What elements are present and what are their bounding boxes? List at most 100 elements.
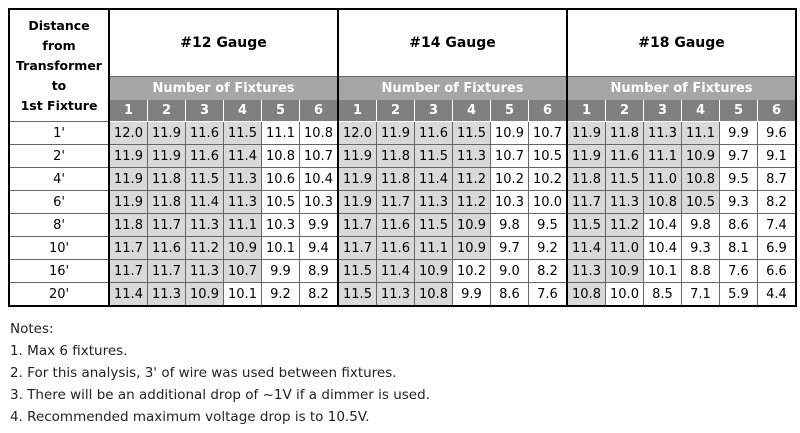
- voltage-cell: 11.5: [414, 213, 453, 237]
- voltage-cell: 11.8: [376, 167, 415, 191]
- voltage-cell: 10.9: [452, 213, 491, 237]
- voltage-cell: 10.8: [414, 282, 453, 307]
- voltage-cell: 10.3: [261, 213, 300, 237]
- fixture-count: 6: [528, 99, 568, 122]
- voltage-cell: 11.2: [452, 167, 491, 191]
- voltage-cell: 11.5: [185, 167, 224, 191]
- voltage-cell: 10.9: [605, 259, 644, 283]
- data-row: 6' 11.9 11.8 11.4 11.3 10.5 10.3 11.9 11.7 11.3 11…: [8, 190, 797, 214]
- gauge-title: #12 Gauge: [108, 8, 339, 77]
- voltage-cell: 9.6: [757, 121, 797, 145]
- data-row: 4' 11.9 11.8 11.5 11.3 10.6 10.4 11.9 11.8 11.4 11…: [8, 167, 797, 191]
- distance: 1': [8, 121, 110, 145]
- distance: 16': [8, 259, 110, 283]
- voltage-cell: 10.8: [643, 190, 682, 214]
- voltage-cell: 8.7: [757, 167, 797, 191]
- voltage-cell: 11.7: [376, 190, 415, 214]
- voltage-cell: 11.9: [337, 190, 377, 214]
- voltage-cell: 12.0: [108, 121, 148, 145]
- voltage-cell: 11.1: [681, 121, 720, 145]
- voltage-cell: 8.2: [528, 259, 568, 283]
- voltage-cell: 10.4: [299, 167, 339, 191]
- voltage-cell: 8.6: [719, 213, 758, 237]
- voltage-cell: 11.5: [414, 144, 453, 168]
- voltage-cell: 11.6: [605, 144, 644, 168]
- voltage-cell: 10.9: [452, 236, 491, 260]
- voltage-cell: 9.9: [452, 282, 491, 307]
- voltage-cell: 10.8: [261, 144, 300, 168]
- fixture-count: 3: [414, 99, 453, 122]
- note-item: 4. Recommended maximum voltage drop is t…: [10, 409, 370, 425]
- voltage-cell: 9.8: [681, 213, 720, 237]
- voltage-cell: 9.7: [490, 236, 529, 260]
- distance: 2': [8, 144, 110, 168]
- voltage-cell: 11.2: [452, 190, 491, 214]
- fixtures-header: Number of Fixtures: [108, 76, 339, 100]
- data-row: 2' 11.9 11.9 11.6 11.4 10.8 10.7 11.9 11.8 11.5 11…: [8, 144, 797, 168]
- voltage-cell: 11.3: [643, 121, 682, 145]
- voltage-cell: 10.7: [299, 144, 339, 168]
- fixture-count: 2: [605, 99, 644, 122]
- voltage-cell: 9.2: [261, 282, 300, 307]
- header-row: Distance from Transformer to 1st Fixture #12…: [8, 8, 797, 122]
- voltage-cell: 11.6: [185, 144, 224, 168]
- voltage-cell: 11.4: [414, 167, 453, 191]
- voltage-cell: 7.6: [528, 282, 568, 307]
- fixtures-header: Number of Fixtures: [337, 76, 568, 100]
- fixture-count: 6: [757, 99, 797, 122]
- voltage-cell: 9.9: [299, 213, 339, 237]
- distance: 6': [8, 190, 110, 214]
- voltage-cell: 11.8: [108, 213, 148, 237]
- note-item: 3. There will be an additional drop of ~…: [10, 387, 430, 403]
- voltage-cell: 9.5: [528, 213, 568, 237]
- voltage-cell: 7.1: [681, 282, 720, 307]
- voltage-cell: 11.6: [185, 121, 224, 145]
- voltage-cell: 7.6: [719, 259, 758, 283]
- voltage-cell: 11.5: [452, 121, 491, 145]
- voltage-cell: 10.7: [528, 121, 568, 145]
- voltage-cell: 11.8: [147, 190, 186, 214]
- voltage-cell: 10.8: [681, 167, 720, 191]
- voltage-cell: 11.2: [185, 236, 224, 260]
- voltage-cell: 11.5: [223, 121, 262, 145]
- voltage-cell: 9.8: [490, 213, 529, 237]
- voltage-cell: 11.9: [566, 144, 606, 168]
- voltage-table: Distance from Transformer to 1st Fixture #12…: [8, 8, 797, 307]
- voltage-cell: 10.8: [566, 282, 606, 307]
- voltage-cell: 11.3: [376, 282, 415, 307]
- corner-header: Distance from Transformer to 1st Fixture: [8, 8, 110, 122]
- gauge-title: #18 Gauge: [566, 8, 797, 77]
- voltage-cell: 8.9: [299, 259, 339, 283]
- voltage-cell: 10.5: [261, 190, 300, 214]
- voltage-cell: 11.5: [337, 282, 377, 307]
- voltage-cell: 11.7: [108, 259, 148, 283]
- voltage-cell: 10.2: [490, 167, 529, 191]
- voltage-table-container: Distance from Transformer to 1st Fixture #12…: [8, 8, 797, 307]
- voltage-cell: 11.4: [376, 259, 415, 283]
- voltage-cell: 9.2: [528, 236, 568, 260]
- voltage-cell: 11.9: [147, 144, 186, 168]
- voltage-cell: 11.3: [566, 259, 606, 283]
- fixture-count: 5: [490, 99, 529, 122]
- voltage-cell: 6.9: [757, 236, 797, 260]
- voltage-cell: 11.0: [605, 236, 644, 260]
- fixture-count: 5: [719, 99, 758, 122]
- fixture-count: 2: [376, 99, 415, 122]
- voltage-cell: 11.7: [108, 236, 148, 260]
- voltage-cell: 9.9: [719, 121, 758, 145]
- voltage-cell: 8.8: [681, 259, 720, 283]
- fixture-count: 4: [223, 99, 262, 122]
- voltage-cell: 11.5: [605, 167, 644, 191]
- voltage-cell: 11.4: [566, 236, 606, 260]
- voltage-cell: 11.3: [605, 190, 644, 214]
- notes-heading: Notes:: [10, 321, 54, 337]
- voltage-cell: 11.9: [566, 121, 606, 145]
- note-item: 2. For this analysis, 3' of wire was use…: [10, 365, 397, 381]
- voltage-cell: 8.5: [643, 282, 682, 307]
- voltage-cell: 10.8: [299, 121, 339, 145]
- voltage-cell: 11.9: [337, 167, 377, 191]
- voltage-cell: 11.5: [566, 213, 606, 237]
- voltage-cell: 11.7: [147, 259, 186, 283]
- voltage-cell: 11.3: [452, 144, 491, 168]
